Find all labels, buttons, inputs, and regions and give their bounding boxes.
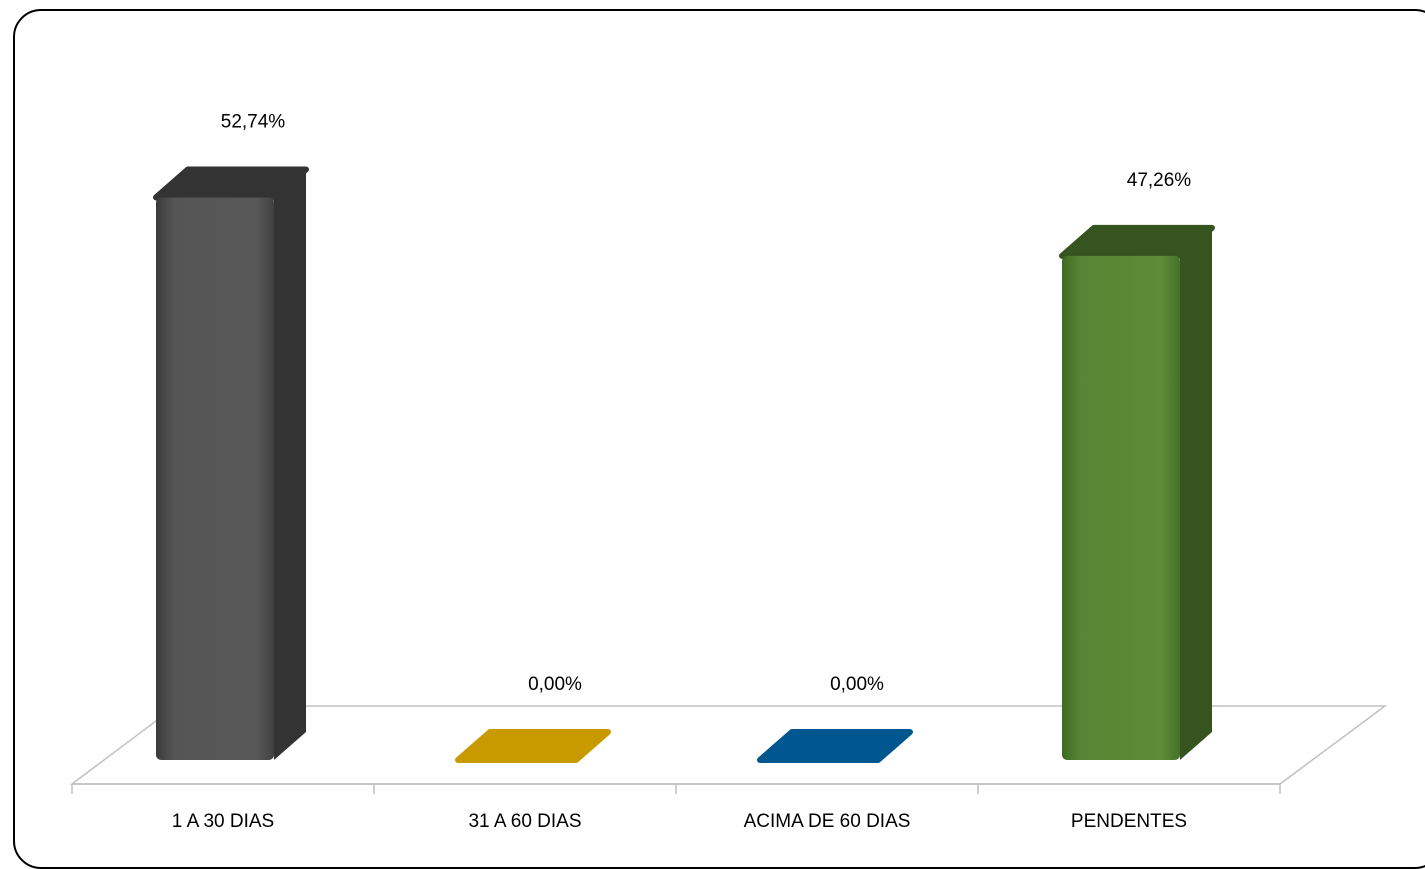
bar-flat-face xyxy=(455,729,611,763)
bar-front-face xyxy=(156,197,274,760)
bars-group xyxy=(153,166,1215,763)
category-label-31-a-60-dias: 31 A 60 DIAS xyxy=(468,811,581,832)
bar-31-a-60-dias xyxy=(455,729,611,763)
bar-1-a-30-dias xyxy=(153,166,309,760)
data-labels-group: 52,74% 0,00% 0,00% 47,26% xyxy=(221,111,1192,695)
category-labels-group: 1 A 30 DIAS 31 A 60 DIAS ACIMA DE 60 DIA… xyxy=(172,811,1187,832)
category-label-acima-de-60-dias: ACIMA DE 60 DIAS xyxy=(744,811,911,832)
data-label-1-a-30-dias: 52,74% xyxy=(221,111,286,132)
bar-flat-face xyxy=(757,729,913,763)
data-label-31-a-60-dias: 0,00% xyxy=(528,674,582,695)
bar-pendentes xyxy=(1059,224,1215,761)
bar-side-face xyxy=(274,169,306,760)
category-label-pendentes: PENDENTES xyxy=(1071,811,1187,832)
data-label-acima-de-60-dias: 0,00% xyxy=(830,674,884,695)
bar-acima-de-60-dias xyxy=(757,729,913,763)
category-label-1-a-30-dias: 1 A 30 DIAS xyxy=(172,811,274,832)
bar-front-face xyxy=(1062,255,1180,761)
x-axis-ticks xyxy=(71,784,1281,794)
data-label-pendentes: 47,26% xyxy=(1127,170,1192,191)
bar-chart: 52,74% 0,00% 0,00% 47,26% 1 A 30 DIAS 31… xyxy=(69,111,1388,832)
bar-side-face xyxy=(1180,227,1212,761)
